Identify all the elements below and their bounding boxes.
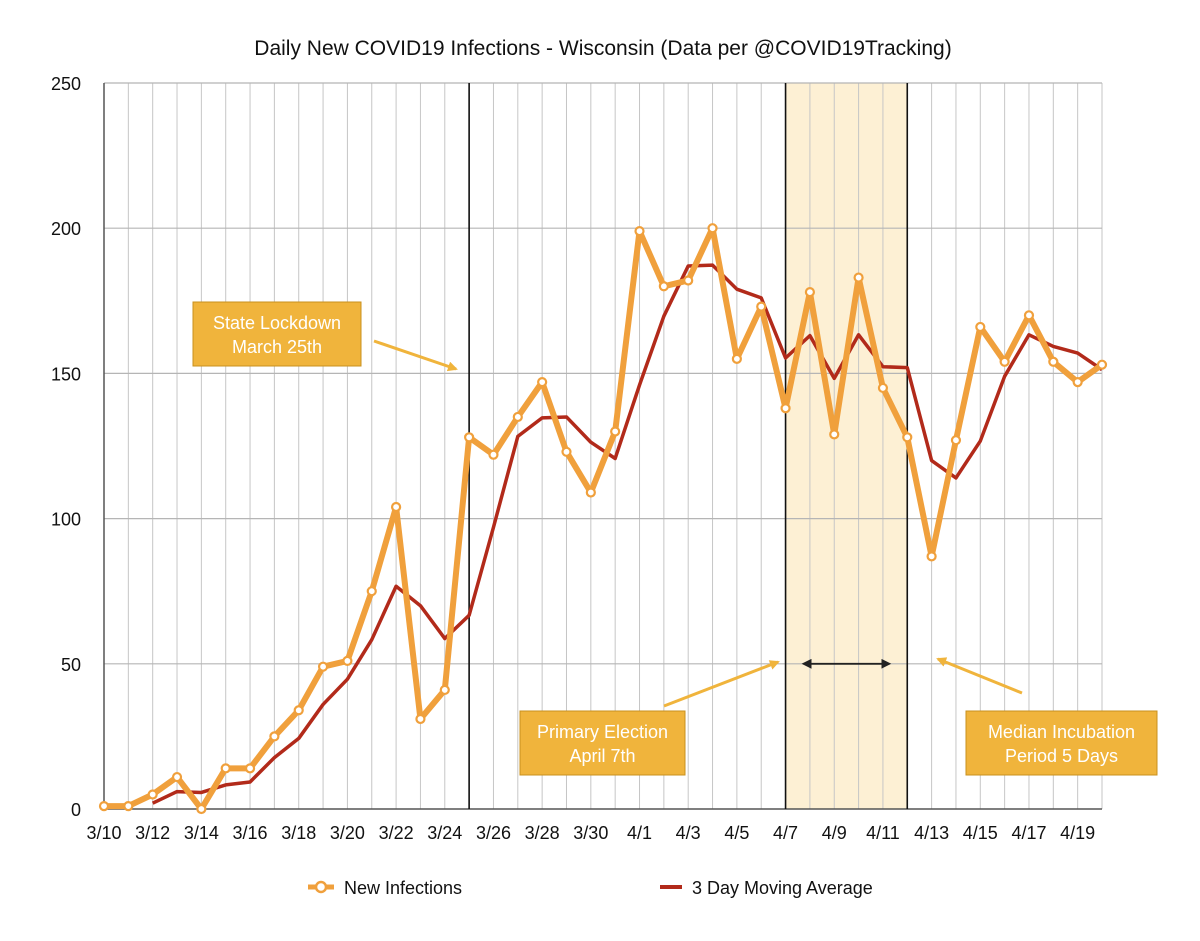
x-tick-label: 4/1 xyxy=(627,823,652,843)
new-infections-point xyxy=(98,800,110,812)
new-infections-point xyxy=(1023,310,1035,321)
new-infections-point xyxy=(683,275,694,286)
new-infections-line xyxy=(101,225,1105,812)
annotation-text: Period 5 Days xyxy=(1005,746,1118,766)
annotation-text: April 7th xyxy=(569,746,635,766)
legend: New Infections 3 Day Moving Average xyxy=(308,878,873,898)
new-infections-point xyxy=(488,449,499,460)
new-infections-point xyxy=(561,446,572,457)
x-tick-label: 3/28 xyxy=(525,823,560,843)
new-infections-point xyxy=(123,800,134,812)
annotations: State Lockdown March 25th Primary Election… xyxy=(192,301,1158,776)
new-infections-point xyxy=(902,432,913,443)
x-tick-label: 3/24 xyxy=(427,823,462,843)
new-infections-point xyxy=(731,353,742,364)
annotation-text: State Lockdown xyxy=(213,313,341,333)
grid xyxy=(103,82,1103,810)
new-infections-point xyxy=(950,435,962,446)
shaded-rect xyxy=(785,83,908,809)
annotation-arrow xyxy=(663,660,780,708)
new-infections-point xyxy=(317,661,329,672)
annotation-box xyxy=(192,301,362,367)
series xyxy=(98,223,1108,815)
new-infections-point xyxy=(707,223,718,234)
new-infections-point xyxy=(926,551,937,562)
y-tick-label: 100 xyxy=(51,510,81,530)
x-tick-label: 3/22 xyxy=(379,823,414,843)
new-infections-point xyxy=(269,731,280,742)
x-tick-label: 4/17 xyxy=(1011,823,1046,843)
legend-marker-new-infections xyxy=(314,880,328,894)
y-tick-label: 150 xyxy=(51,364,81,384)
x-tick-label: 3/18 xyxy=(281,823,316,843)
new-infections-point xyxy=(853,272,864,283)
new-infections-point xyxy=(975,321,986,333)
x-tick-label: 3/14 xyxy=(184,823,219,843)
y-tick-label: 200 xyxy=(51,219,81,239)
new-infections-point xyxy=(877,382,889,394)
legend-label-moving-average: 3 Day Moving Average xyxy=(692,878,873,898)
x-tick-label: 3/30 xyxy=(573,823,608,843)
x-tick-label: 3/10 xyxy=(86,823,121,843)
y-axis: 0 50 100 150 200 250 xyxy=(51,74,81,820)
new-infections-point xyxy=(585,487,596,498)
annotation-box xyxy=(965,710,1158,776)
new-infections-point xyxy=(1072,377,1083,388)
annotation-box xyxy=(519,710,686,776)
x-tick-label: 3/12 xyxy=(135,823,170,843)
incubation-shaded-region xyxy=(785,83,908,809)
new-infections-point xyxy=(512,411,523,423)
new-infections-point xyxy=(415,713,426,725)
x-tick-label: 4/5 xyxy=(724,823,749,843)
annotation-text: Primary Election xyxy=(537,722,668,742)
annotation-text: March 25th xyxy=(232,337,322,357)
new-infections-point xyxy=(999,356,1010,367)
x-tick-label: 4/19 xyxy=(1060,823,1095,843)
legend-label-new-infections: New Infections xyxy=(344,878,462,898)
x-tick-label: 3/26 xyxy=(476,823,511,843)
new-infections-point xyxy=(658,281,669,292)
x-tick-label: 4/15 xyxy=(963,823,998,843)
annotation-text: Median Incubation xyxy=(988,722,1135,742)
new-infections-point xyxy=(1096,359,1108,370)
y-tick-label: 50 xyxy=(61,655,81,675)
y-tick-label: 250 xyxy=(51,74,81,94)
new-infections-point xyxy=(610,426,621,437)
new-infections-point xyxy=(390,501,402,513)
x-tick-label: 4/9 xyxy=(822,823,847,843)
new-infections-point xyxy=(366,586,377,597)
new-infections-point xyxy=(220,763,231,774)
new-infections-point xyxy=(439,684,450,696)
annotation-arrow xyxy=(373,339,458,372)
x-axis: 3/10 3/12 3/14 3/16 3/18 3/20 3/22 3/24 3/26 3/28… xyxy=(86,823,1095,843)
new-infections-point xyxy=(780,403,791,414)
new-infections-point xyxy=(537,377,548,388)
y-tick-label: 0 xyxy=(71,800,81,820)
new-infections-point xyxy=(171,771,183,783)
new-infections-point xyxy=(804,286,816,298)
annotation-arrow xyxy=(936,657,1023,695)
chart-title: Daily New COVID19 Infections - Wisconsin… xyxy=(254,37,951,60)
new-infections-point xyxy=(293,705,304,716)
new-infections-point xyxy=(196,803,207,815)
new-infections-point xyxy=(147,789,158,800)
new-infections-point xyxy=(342,655,353,666)
new-infections-point xyxy=(464,432,475,443)
x-tick-label: 4/3 xyxy=(676,823,701,843)
new-infections-point xyxy=(634,226,645,237)
x-tick-label: 4/7 xyxy=(773,823,798,843)
new-infections-point xyxy=(1048,356,1059,367)
x-tick-label: 3/16 xyxy=(233,823,268,843)
new-infections-point xyxy=(829,429,840,440)
moving-average-line xyxy=(151,263,1103,805)
new-infections-point xyxy=(756,301,767,312)
new-infections-point xyxy=(244,763,256,774)
x-tick-label: 4/13 xyxy=(914,823,949,843)
x-tick-label: 3/20 xyxy=(330,823,365,843)
x-tick-label: 4/11 xyxy=(866,823,900,843)
